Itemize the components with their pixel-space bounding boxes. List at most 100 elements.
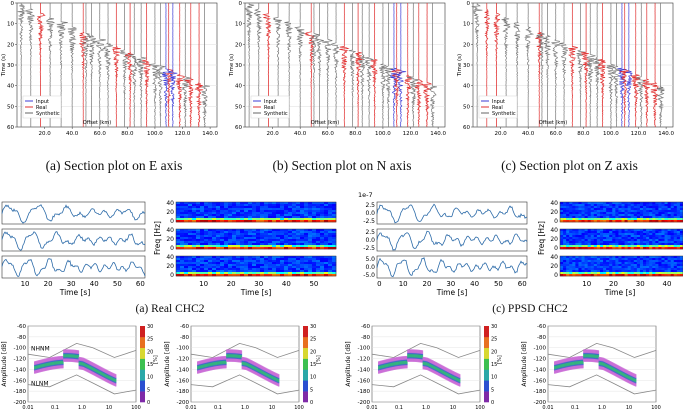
spec-cell bbox=[176, 272, 181, 275]
psd-cell bbox=[262, 367, 264, 370]
spec-cell bbox=[292, 220, 297, 223]
spec-cell bbox=[312, 237, 317, 240]
psd-cell bbox=[98, 366, 101, 369]
spec-cell bbox=[288, 266, 293, 269]
psd-cell bbox=[99, 370, 101, 373]
psd-cell bbox=[203, 360, 205, 363]
spec-cell bbox=[196, 272, 201, 275]
spec-cell bbox=[296, 212, 301, 215]
psd-cell bbox=[240, 350, 243, 352]
psd-cell bbox=[243, 364, 245, 367]
spec-cell bbox=[288, 264, 293, 267]
psd-cell bbox=[63, 351, 65, 354]
psd-cell bbox=[80, 366, 82, 369]
psd-cell bbox=[79, 359, 81, 361]
trace-13 bbox=[354, 3, 363, 127]
spec-cell bbox=[569, 233, 573, 236]
x-tick-label: 100.0 bbox=[147, 131, 163, 137]
spec-cell bbox=[192, 264, 197, 267]
spec-cell bbox=[292, 266, 297, 269]
spec-cell bbox=[180, 220, 185, 223]
spec-cell bbox=[606, 204, 610, 207]
psd-cell bbox=[53, 359, 55, 361]
spec-cell bbox=[649, 239, 653, 242]
psd-cell bbox=[114, 375, 116, 378]
psd-cell bbox=[267, 369, 270, 371]
psd-cell bbox=[240, 354, 243, 357]
spec-cell bbox=[300, 272, 305, 275]
psd-cell bbox=[223, 365, 225, 368]
psd-cell bbox=[97, 365, 100, 367]
spec-cell bbox=[312, 268, 317, 271]
spec-cell bbox=[192, 233, 197, 236]
spec-cell bbox=[272, 245, 277, 248]
psd-cell bbox=[214, 360, 216, 363]
spec-cell bbox=[599, 220, 604, 223]
spec-cell bbox=[252, 245, 257, 248]
spec-cell bbox=[328, 268, 333, 271]
spec-cell bbox=[288, 258, 293, 261]
psd-cell bbox=[74, 359, 76, 362]
spec-cell bbox=[584, 241, 588, 244]
spec-cell bbox=[676, 212, 681, 215]
psd-cell bbox=[227, 354, 229, 357]
psd-cell bbox=[267, 374, 270, 377]
spec-cell bbox=[652, 245, 656, 248]
spec-cell bbox=[180, 237, 185, 240]
psd-cell bbox=[384, 365, 386, 367]
psd-cell bbox=[201, 363, 203, 365]
x-tick-label: 30 bbox=[636, 280, 645, 288]
spec-cell bbox=[296, 241, 301, 244]
spec-cell bbox=[643, 202, 647, 205]
psd-cell bbox=[197, 364, 200, 366]
psd-cell bbox=[206, 364, 208, 366]
spec-cell bbox=[292, 264, 297, 267]
spec-cell bbox=[612, 262, 616, 265]
psd-cell bbox=[261, 373, 264, 376]
psd-cell bbox=[203, 363, 205, 366]
spec-cell bbox=[328, 243, 333, 246]
spec-cell bbox=[566, 258, 570, 261]
psd-cell bbox=[275, 378, 277, 380]
spec-cell bbox=[612, 212, 616, 215]
psd-cell bbox=[229, 360, 232, 362]
psd-cell bbox=[47, 365, 50, 368]
psd-cell bbox=[70, 355, 72, 358]
psd-cell bbox=[204, 369, 206, 371]
spec-cell bbox=[652, 220, 656, 223]
psd-cell bbox=[234, 354, 236, 357]
spec-cell bbox=[615, 256, 619, 259]
spec-cell bbox=[578, 216, 582, 219]
spec-cell bbox=[646, 202, 650, 205]
psd-cell bbox=[113, 377, 115, 380]
psd-cell bbox=[34, 369, 37, 372]
psd-cell bbox=[215, 365, 217, 368]
spec-cell bbox=[673, 202, 678, 205]
spec-cell bbox=[300, 264, 305, 267]
psd-cell bbox=[210, 363, 213, 365]
spec-cell bbox=[240, 214, 245, 217]
psd-cell bbox=[74, 353, 76, 355]
spec-cell bbox=[643, 208, 647, 211]
psd-cell bbox=[63, 359, 65, 361]
spec-cell bbox=[180, 268, 185, 271]
psd-cell bbox=[37, 369, 40, 371]
psd-cell bbox=[81, 360, 83, 363]
spec-cell bbox=[667, 243, 671, 246]
spec-cell bbox=[624, 247, 628, 250]
spec-cell bbox=[609, 241, 613, 244]
spec-cell bbox=[208, 231, 213, 234]
psd-cell bbox=[35, 361, 38, 364]
psd-cell bbox=[47, 363, 50, 365]
spec-cell bbox=[621, 206, 625, 209]
spec-cell bbox=[280, 210, 285, 213]
psd-cell bbox=[55, 357, 58, 360]
spec-cell bbox=[606, 212, 610, 215]
psd-cell bbox=[85, 368, 88, 371]
spec-cell bbox=[256, 220, 261, 223]
spec-cell bbox=[320, 210, 325, 213]
spec-cell bbox=[288, 270, 293, 273]
spec-cell bbox=[304, 247, 309, 250]
spec-cell bbox=[200, 214, 205, 217]
psd-cell bbox=[37, 360, 40, 362]
